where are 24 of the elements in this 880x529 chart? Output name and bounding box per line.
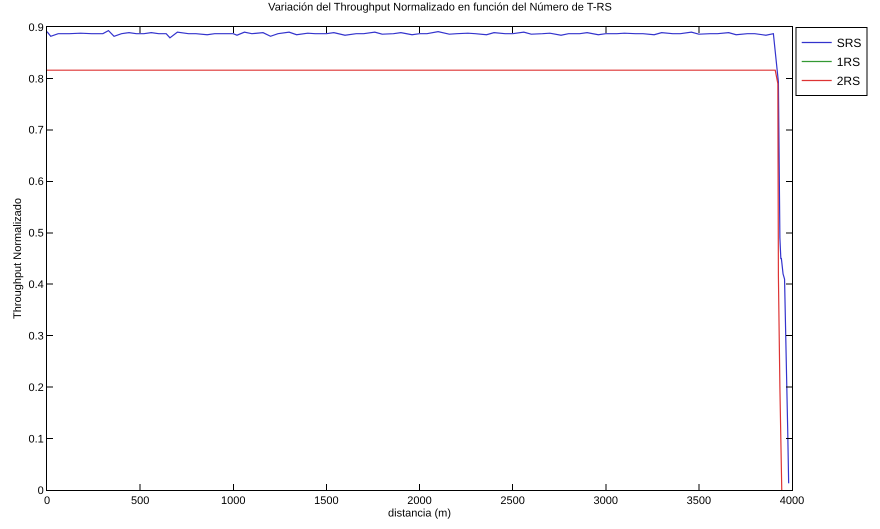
x-tick-label: 1500 [314, 495, 339, 508]
y-tick-label: 0.5 [28, 228, 44, 240]
y-tick-label: 0.6 [28, 176, 44, 188]
x-tick-label: 4000 [780, 495, 804, 508]
x-tick-label: 1000 [221, 495, 246, 508]
x-axis-title: distancia (m) [388, 507, 451, 520]
legend-label: 2RS [836, 74, 860, 88]
y-tick-label: 0 [38, 484, 44, 497]
legend-label: SRS [836, 36, 862, 50]
y-tick-label: 0.3 [28, 330, 44, 343]
x-tick-label: 2000 [407, 495, 432, 508]
x-tick-label: 3000 [594, 495, 618, 508]
y-tick-label: 0.1 [28, 433, 44, 446]
x-tick-label: 3500 [686, 495, 712, 508]
chart-title: Variación del Throughput Normalizado en función del Número de T-RS [268, 1, 612, 14]
legend-label: 1RS [836, 55, 860, 70]
y-tick-label: 0.4 [28, 279, 44, 292]
y-tick-label: 0.8 [28, 73, 44, 86]
y-tick-label: 0.2 [28, 382, 44, 394]
y-tick-label: 0.7 [28, 124, 44, 137]
x-tick-label: 2500 [500, 495, 525, 508]
y-axis-title: Throughput Normalizado [12, 198, 24, 320]
x-tick-label: 500 [130, 495, 150, 508]
y-tick-label: 0.9 [28, 22, 44, 34]
